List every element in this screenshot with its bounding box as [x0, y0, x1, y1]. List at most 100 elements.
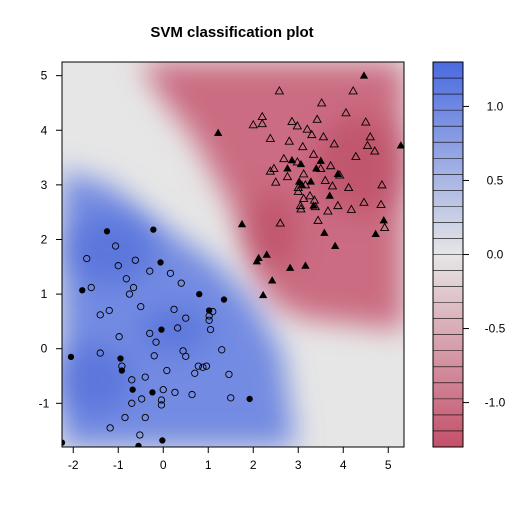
data-point-open-triangle	[287, 116, 297, 125]
data-point-filled-triangle	[306, 177, 316, 185]
data-point-open-triangle	[329, 139, 340, 148]
data-point-filled-circle	[117, 355, 124, 362]
data-point-open-circle	[105, 306, 113, 315]
data-point-open-circle	[87, 283, 95, 292]
y-tick-label: 5	[41, 69, 48, 83]
x-tick-label: 0	[160, 458, 167, 472]
data-point-open-circle	[137, 303, 145, 311]
data-point-open-triangle	[327, 181, 338, 190]
data-point-open-circle	[171, 388, 179, 397]
data-point-filled-circle	[103, 228, 111, 235]
data-point-open-circle	[141, 413, 149, 422]
data-point-open-circle	[206, 325, 215, 334]
data-point-open-triangle	[284, 136, 295, 145]
colorbar: -1.0 -0.5 0.0 0.5 1.0	[432, 61, 506, 448]
data-point-open-circle	[205, 316, 213, 324]
data-point-open-triangle	[257, 111, 268, 121]
data-point-open-circle	[182, 352, 190, 360]
data-point-open-triangle	[293, 186, 304, 195]
data-point-open-triangle	[320, 175, 331, 184]
data-point-open-triangle	[341, 107, 351, 117]
data-point-open-circle	[194, 362, 203, 370]
data-point-open-triangle	[274, 86, 285, 95]
data-point-filled-triangle	[237, 219, 247, 228]
data-point-open-circle	[163, 366, 171, 375]
data-point-open-triangle	[302, 124, 313, 133]
data-point-open-circle	[177, 279, 185, 287]
data-point-filled-triangle	[312, 164, 321, 172]
data-point-open-circle	[159, 386, 167, 394]
data-point-filled-triangle	[325, 191, 334, 199]
data-point-open-circle	[131, 256, 140, 264]
data-point-filled-circle	[150, 226, 157, 233]
data-point-filled-circle	[118, 367, 126, 374]
data-point-open-circle	[152, 338, 160, 346]
data-point-open-circle	[199, 363, 207, 371]
data-point-open-circle	[128, 399, 136, 407]
colorbar-tick-label: 0.5	[487, 173, 504, 187]
data-point-open-circle	[111, 242, 120, 250]
data-point-open-triangle	[379, 222, 390, 231]
data-point-open-triangle	[315, 163, 326, 172]
y-tick-label: 0	[41, 342, 48, 356]
data-point-open-circle	[96, 311, 104, 319]
data-point-filled-triangle	[254, 253, 263, 262]
data-point-open-triangle	[265, 133, 276, 142]
data-point-open-triangle	[325, 160, 336, 170]
y-tick-label: 2	[41, 232, 48, 246]
data-point-open-triangle	[377, 179, 387, 189]
data-point-open-circle	[136, 431, 144, 439]
data-point-open-circle	[129, 283, 138, 292]
data-point-filled-circle	[220, 296, 228, 303]
data-point-filled-circle	[157, 259, 164, 266]
data-point-open-triangle	[346, 204, 357, 213]
data-point-open-triangle	[298, 169, 309, 178]
data-point-open-triangle	[362, 140, 373, 150]
data-point-open-circle	[115, 333, 123, 341]
data-point-open-circle	[106, 424, 114, 432]
data-point-filled-triangle	[301, 261, 310, 269]
data-point-open-triangle	[306, 129, 317, 139]
colorbar-tick-label: -1.0	[485, 396, 506, 410]
data-point-open-triangle	[351, 151, 361, 160]
data-point-open-circle	[125, 290, 134, 298]
x-tick-label: 4	[340, 458, 347, 472]
data-point-open-triangle	[359, 197, 369, 206]
data-point-filled-circle	[205, 307, 213, 314]
data-point-open-triangle	[279, 153, 289, 163]
y-axis: -1 0 1 2 3 4 5	[39, 62, 63, 447]
data-point-filled-circle	[129, 386, 136, 393]
data-point-open-triangle	[323, 206, 333, 215]
x-tick-label: -2	[68, 458, 79, 472]
x-tick-label: 1	[205, 458, 212, 472]
data-point-filled-triangle	[371, 229, 380, 238]
data-point-open-circle	[166, 269, 175, 277]
data-point-open-triangle	[313, 215, 323, 224]
data-point-filled-triangle	[213, 128, 223, 136]
data-point-filled-circle	[149, 389, 156, 396]
data-point-filled-triangle	[316, 156, 325, 164]
data-point-open-circle	[96, 349, 104, 357]
data-point-open-triangle	[248, 119, 259, 129]
data-point-filled-triangle	[267, 276, 277, 284]
data-point-open-triangle	[257, 118, 268, 128]
data-point-open-triangle	[376, 199, 386, 208]
data-point-open-triangle	[316, 98, 327, 107]
data-point-open-circle	[182, 314, 190, 322]
data-point-filled-circle	[246, 395, 253, 403]
data-point-open-triangle	[360, 117, 371, 126]
y-tick-label: 3	[41, 178, 48, 192]
x-tick-label: 2	[250, 458, 257, 472]
colorbar-tick-label: 1.0	[487, 99, 504, 113]
data-point-filled-triangle	[330, 241, 340, 250]
data-point-open-circle	[225, 370, 233, 379]
data-point-filled-triangle	[297, 180, 307, 188]
data-points	[62, 71, 404, 447]
data-point-filled-triangle	[396, 141, 404, 149]
data-point-open-triangle	[265, 166, 276, 175]
data-point-filled-circle	[159, 437, 166, 444]
data-point-filled-circle	[67, 353, 75, 361]
data-point-filled-triangle	[258, 290, 268, 299]
data-point-open-triangle	[282, 171, 293, 181]
